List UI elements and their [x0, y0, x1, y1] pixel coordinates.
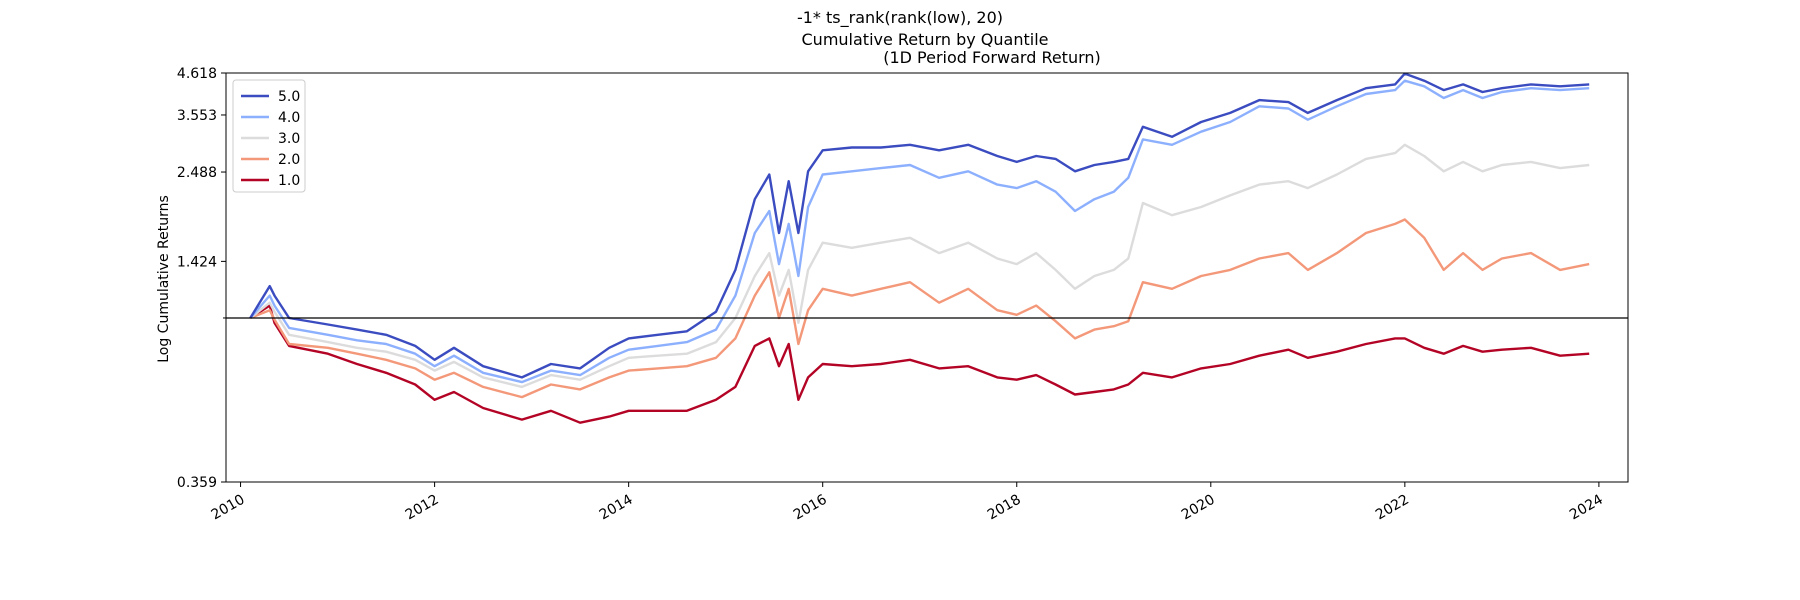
x-tick-label: 2016 [791, 492, 830, 524]
legend-label: 4.0 [278, 110, 300, 126]
x-tick-label: 2022 [1373, 492, 1412, 524]
plot-area: 0.359 1.424 2.488 3.553 4.618 2010 2012 2014 201… [177, 66, 1629, 524]
legend-label: 5.0 [278, 89, 300, 105]
legend-label: 3.0 [278, 131, 300, 147]
y-axis-label: Log Cumulative Returns [156, 195, 172, 363]
legend-label: 1.0 [278, 173, 300, 189]
y-tick-label: 1.424 [177, 254, 217, 270]
x-tick-label: 2014 [597, 492, 636, 524]
y-tick-label: 0.359 [177, 475, 217, 491]
series-line-4.0 [249, 79, 1590, 384]
chart-subtitle-period: (1D Period Forward Return) [883, 48, 1101, 67]
y-tick-label: 2.488 [177, 165, 217, 181]
plot-frame [225, 72, 1629, 483]
chart-title: -1* ts_rank(rank(low), 20) [797, 8, 1003, 28]
x-tick-label: 2024 [1567, 492, 1606, 524]
y-tick-label: 4.618 [177, 66, 217, 82]
x-tick-label: 2010 [209, 492, 248, 524]
x-tick-label: 2020 [1179, 492, 1218, 524]
x-tick-label: 2012 [403, 492, 442, 524]
legend-label: 2.0 [278, 152, 300, 168]
x-tick-label: 2018 [985, 492, 1024, 524]
series-line-3.0 [249, 143, 1590, 389]
legend-box [232, 79, 306, 193]
series-line-5.0 [249, 72, 1590, 379]
chart-subtitle: Cumulative Return by Quantile [802, 30, 1049, 49]
series-line-2.0 [249, 218, 1590, 399]
series-line-1.0 [249, 304, 1590, 424]
y-tick-label: 3.553 [177, 108, 217, 124]
